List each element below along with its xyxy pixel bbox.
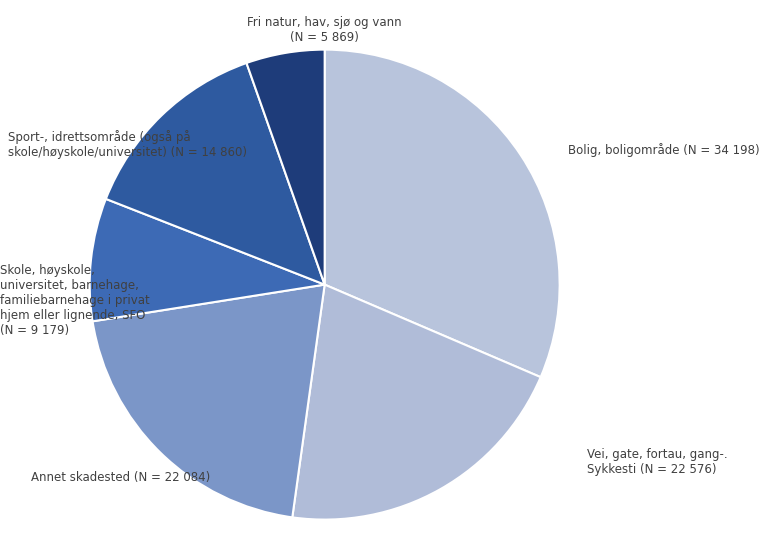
Text: Sport-, idrettsområde (også på
skole/høyskole/universitet) (N = 14 860): Sport-, idrettsområde (også på skole/høy… [8,130,247,159]
Wedge shape [325,49,560,377]
Text: Vei, gate, fortau, gang-.
Sykkesti (N = 22 576): Vei, gate, fortau, gang-. Sykkesti (N = … [587,448,728,476]
Wedge shape [292,285,540,520]
Text: Fri natur, hav, sjø og vann
(N = 5 869): Fri natur, hav, sjø og vann (N = 5 869) [247,16,402,44]
Text: Annet skadested (N = 22 084): Annet skadested (N = 22 084) [31,471,210,484]
Wedge shape [93,285,325,517]
Wedge shape [106,63,325,285]
Text: Bolig, boligområde (N = 34 198): Bolig, boligområde (N = 34 198) [568,143,760,157]
Wedge shape [90,199,325,321]
Text: Skole, høyskole,
universitet, barnehage,
familiebarnehage i privat
hjem eller li: Skole, høyskole, universitet, barnehage,… [0,264,150,337]
Wedge shape [247,49,325,285]
